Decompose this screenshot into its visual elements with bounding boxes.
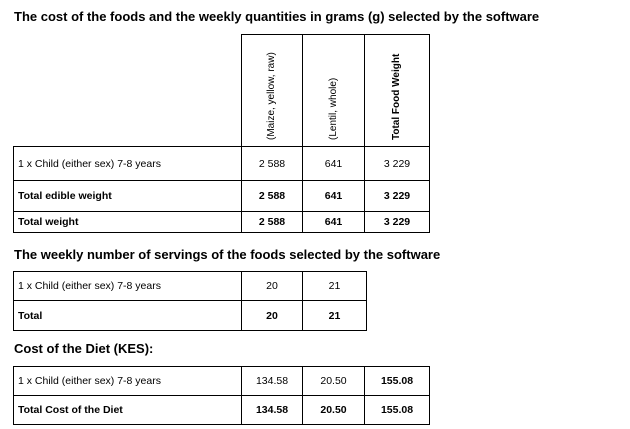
quantities-table: (Maize, yellow, raw) (Lentil, whole) Tot…: [13, 34, 430, 233]
cell-value: 21: [302, 300, 367, 331]
cell-value: 641: [302, 180, 365, 212]
cell-value: 641: [302, 211, 365, 233]
servings-table: 1 x Child (either sex) 7-8 years 20 21 T…: [13, 271, 367, 331]
row-label: Total: [13, 300, 242, 331]
cell-value: 3 229: [364, 146, 430, 181]
cost-table: 1 x Child (either sex) 7-8 years 134.58 …: [13, 366, 430, 425]
table-row: Total weight 2 588 641 3 229: [13, 211, 430, 233]
cell-value: 20: [241, 300, 303, 331]
table-row: Total Cost of the Diet 134.58 20.50 155.…: [13, 395, 430, 425]
table-row: 1 x Child (either sex) 7-8 years 2 588 6…: [13, 146, 430, 181]
cell-value: 2 588: [241, 180, 303, 212]
header-blank-cell: [13, 34, 242, 147]
cost-heading: Cost of the Diet (KES):: [14, 341, 154, 356]
column-header-maize: (Maize, yellow, raw): [241, 34, 303, 147]
column-header-total-food-weight: Total Food Weight: [364, 34, 430, 147]
table-row: 1 x Child (either sex) 7-8 years 134.58 …: [13, 366, 430, 396]
cell-value: 155.08: [364, 395, 430, 425]
cell-value: 134.58: [241, 395, 303, 425]
row-label: Total edible weight: [13, 180, 242, 212]
table-row: Total edible weight 2 588 641 3 229: [13, 180, 430, 212]
row-label: Total Cost of the Diet: [13, 395, 242, 425]
table-row: Total 20 21: [13, 300, 367, 331]
row-label: 1 x Child (either sex) 7-8 years: [13, 366, 242, 396]
cell-value: 20: [241, 271, 303, 301]
cell-value: 641: [302, 146, 365, 181]
row-label: 1 x Child (either sex) 7-8 years: [13, 146, 242, 181]
row-label: 1 x Child (either sex) 7-8 years: [13, 271, 242, 301]
cell-value: 2 588: [241, 211, 303, 233]
quantities-heading: The cost of the foods and the weekly qua…: [14, 9, 540, 24]
cell-value: 20.50: [302, 366, 365, 396]
row-label: Total weight: [13, 211, 242, 233]
servings-heading: The weekly number of servings of the foo…: [14, 247, 441, 262]
cell-value: 155.08: [364, 366, 430, 396]
cell-value: 134.58: [241, 366, 303, 396]
cell-value: 3 229: [364, 180, 430, 212]
table-row: 1 x Child (either sex) 7-8 years 20 21: [13, 271, 367, 301]
column-header-lentil: (Lentil, whole): [302, 34, 365, 147]
cell-value: 2 588: [241, 146, 303, 181]
cell-value: 3 229: [364, 211, 430, 233]
cell-value: 20.50: [302, 395, 365, 425]
cell-value: 21: [302, 271, 367, 301]
